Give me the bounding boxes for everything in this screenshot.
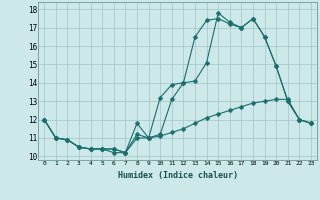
X-axis label: Humidex (Indice chaleur): Humidex (Indice chaleur) bbox=[118, 171, 238, 180]
